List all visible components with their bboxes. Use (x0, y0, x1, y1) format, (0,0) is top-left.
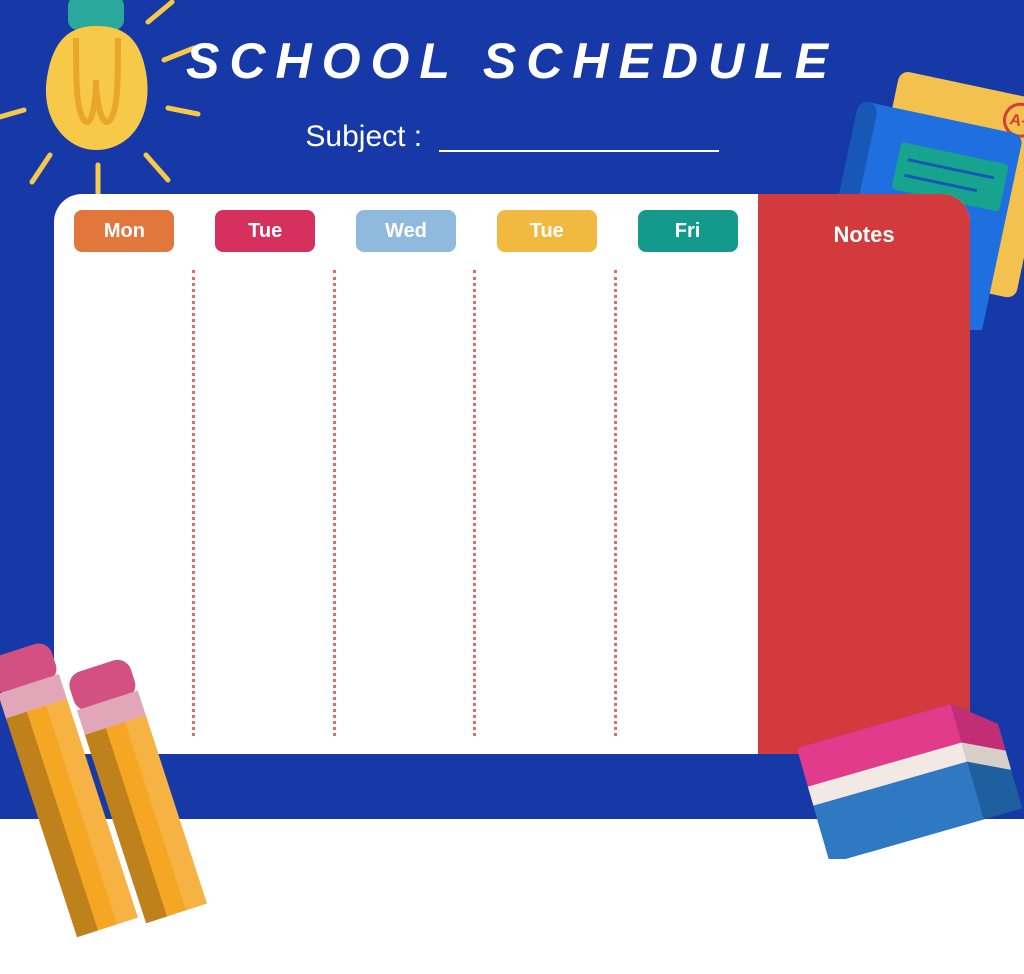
day-col-wed: Wed (336, 210, 477, 754)
day-col-thu: Tue (476, 210, 617, 754)
day-label: Tue (248, 220, 282, 243)
page-title: SCHOOL SCHEDULE (0, 32, 1024, 90)
day-label: Fri (675, 220, 701, 243)
notes-title: Notes (833, 222, 894, 248)
day-header-wed: Wed (356, 210, 456, 252)
day-label: Mon (104, 220, 145, 243)
day-header-tue: Tue (215, 210, 315, 252)
day-label: Wed (385, 220, 427, 243)
subject-row: Subject : (0, 120, 1024, 154)
day-col-fri: Fri (617, 210, 758, 754)
day-header-fri: Fri (638, 210, 738, 252)
subject-input-line[interactable] (439, 122, 719, 152)
day-header-thu: Tue (497, 210, 597, 252)
day-label: Tue (530, 220, 564, 243)
eraser-icon (774, 659, 1024, 859)
day-header-mon: Mon (74, 210, 174, 252)
subject-label: Subject : (305, 120, 422, 154)
